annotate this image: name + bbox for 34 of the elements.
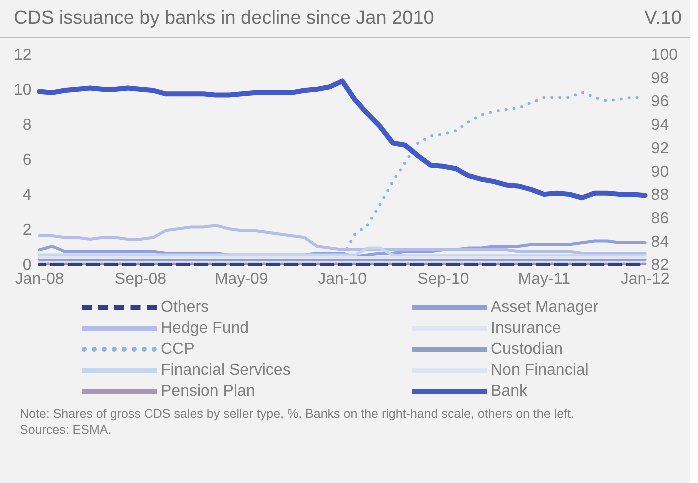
legend-label: Insurance (491, 319, 562, 339)
y2-tick-label: 96 (651, 94, 670, 111)
legend-label: Pension Plan (161, 382, 256, 402)
x-tick-label: Sep-10 (418, 270, 470, 288)
x-tick-label: Jan-10 (318, 270, 368, 288)
y2-tick-label: 94 (651, 117, 670, 134)
x-tick-label: May-09 (214, 270, 268, 288)
y2-tick-label: 88 (651, 187, 670, 204)
source-note: Sources: ESMA. (20, 422, 113, 438)
y2-tick-label: 98 (651, 70, 670, 88)
text: Note: Shares of gross CDS sales by seller type, %. Banks on the right-hand scale, others on the left. (20, 406, 576, 422)
y2-tick-label: 84 (651, 234, 670, 251)
chart-title: CDS issuance by banks in decline since Jan 2010 (14, 8, 434, 30)
y2-tick-label: 100 (651, 47, 678, 64)
legend-label: Hedge Fund (161, 319, 250, 339)
y-tick-label: 6 (22, 152, 32, 170)
y2-tick-label: 90 (651, 164, 670, 181)
legend-label: Bank (491, 382, 528, 402)
y-tick-label: 8 (22, 117, 32, 134)
legend-label: Asset Manager (491, 298, 599, 318)
y-tick-label: 4 (22, 187, 32, 204)
y-tick-label: 10 (14, 82, 32, 100)
y-tick-label: 2 (22, 222, 32, 240)
legend-label: Others (161, 298, 210, 318)
legend-label: Non Financial (491, 361, 589, 381)
x-tick-label: Sep-08 (114, 270, 167, 288)
y2-tick-label: 86 (651, 210, 670, 228)
legend-label: CCP (161, 340, 195, 360)
y2-tick-label: 92 (651, 140, 670, 158)
x-tick-label: May-11 (518, 270, 571, 288)
y-tick-label: 12 (14, 47, 32, 64)
chart-subtitle: V.10 (644, 8, 682, 30)
legend-label: Financial Services (161, 361, 291, 381)
legend-label: Custodian (491, 340, 564, 360)
